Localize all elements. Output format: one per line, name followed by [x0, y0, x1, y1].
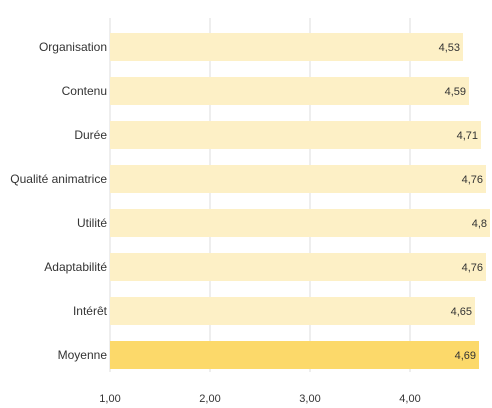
- value-label: 4,53: [439, 42, 460, 54]
- category-label: Adaptabilité: [44, 260, 107, 274]
- category-label: Contenu: [62, 84, 107, 98]
- category-label: Durée: [74, 128, 107, 142]
- value-label: 4,59: [445, 86, 466, 98]
- x-tick-label: 3,00: [299, 393, 320, 405]
- category-label: Intérêt: [73, 304, 108, 318]
- bars: [110, 33, 490, 369]
- bar: [110, 297, 475, 325]
- bar: [110, 77, 469, 105]
- value-label: 4,76: [462, 262, 483, 274]
- value-label: 4,8: [472, 218, 487, 230]
- bar: [110, 121, 481, 149]
- bar: [110, 33, 463, 61]
- bar: [110, 341, 479, 369]
- category-label: Utilité: [77, 216, 107, 230]
- category-label: Organisation: [39, 40, 107, 54]
- bar: [110, 253, 486, 281]
- category-label: Qualité animatrice: [10, 172, 107, 186]
- x-tick-label: 1,00: [99, 393, 120, 405]
- bar: [110, 209, 490, 237]
- x-tick-label: 4,00: [399, 393, 420, 405]
- x-tick-label: 2,00: [199, 393, 220, 405]
- category-label: Moyenne: [58, 348, 108, 362]
- value-label: 4,65: [451, 306, 472, 318]
- bar: [110, 165, 486, 193]
- labels: 1,00 2,00 3,00 4,00 Organisation 4,53 Contenu 4…: [10, 40, 487, 405]
- value-label: 4,76: [462, 174, 483, 186]
- value-label: 4,69: [455, 350, 476, 362]
- value-label: 4,71: [457, 130, 478, 142]
